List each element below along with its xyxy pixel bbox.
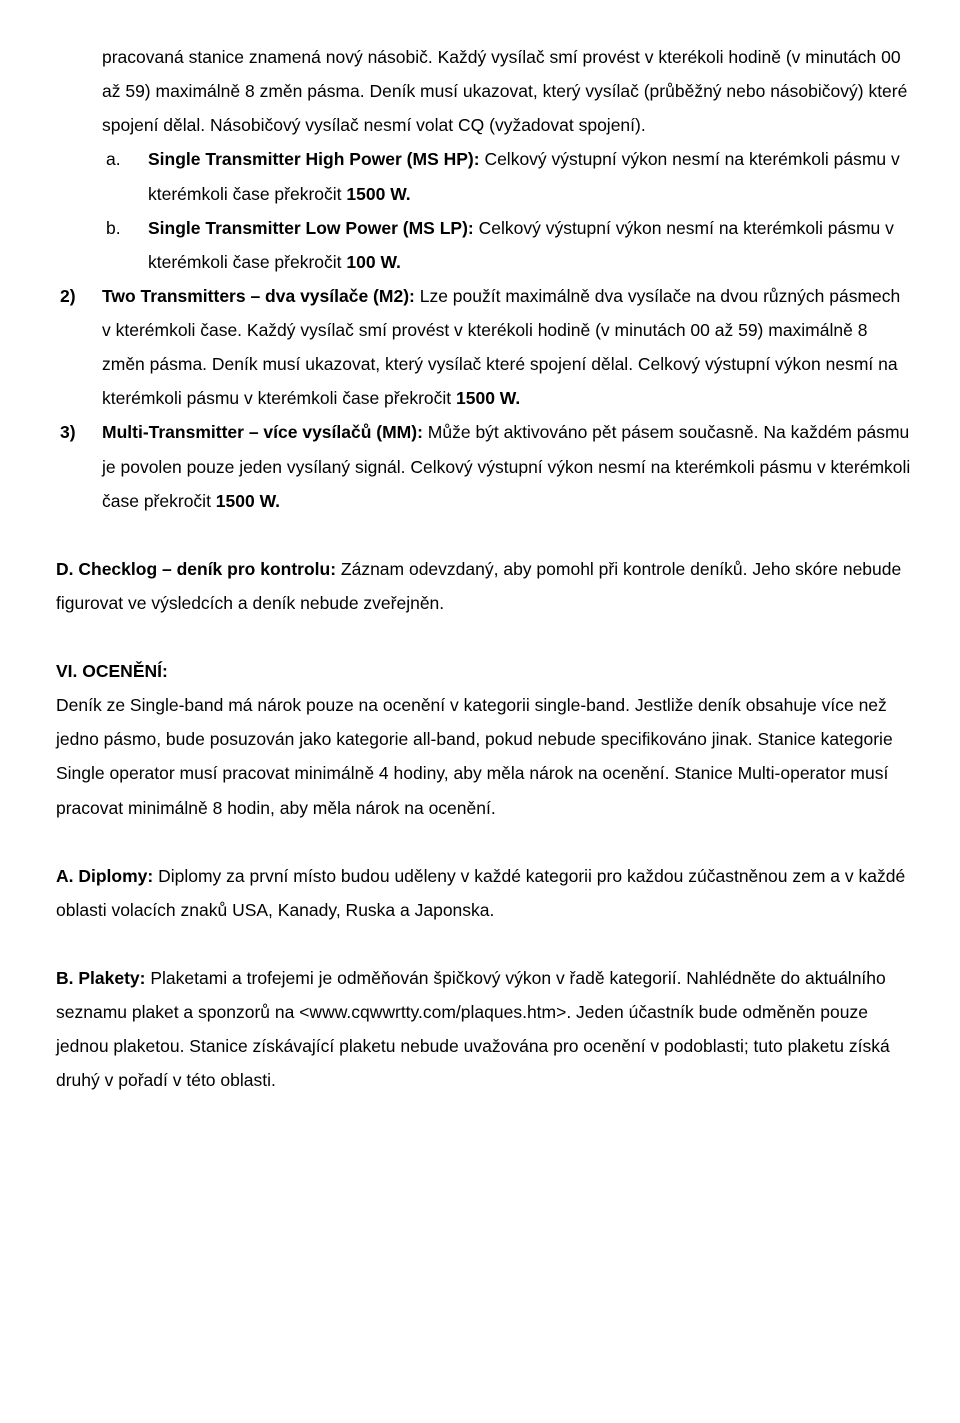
item-2-power: 1500 W. bbox=[456, 388, 520, 408]
section-b: B. Plakety: Plaketami a trofejemi je odm… bbox=[56, 961, 912, 1098]
item-2-bold: Two Transmitters – dva vysílače (M2): bbox=[102, 286, 415, 306]
item-a: a.Single Transmitter High Power (MS HP):… bbox=[56, 142, 912, 210]
section-vi-body: Deník ze Single-band má nárok pouze na o… bbox=[56, 688, 912, 825]
item-a-power: 1500 W. bbox=[346, 184, 410, 204]
section-b-text: Plaketami a trofejemi je odměňován špičk… bbox=[56, 968, 890, 1090]
section-vi-text: Deník ze Single-band má nárok pouze na o… bbox=[56, 695, 893, 817]
intro-para: pracovaná stanice znamená nový násobič. … bbox=[56, 40, 912, 142]
letter-a: a. bbox=[106, 142, 148, 176]
section-vi-bold: VI. OCENĚNÍ: bbox=[56, 661, 168, 681]
item-3-power: 1500 W. bbox=[216, 491, 280, 511]
section-a-bold: A. Diplomy: bbox=[56, 866, 153, 886]
item-b-power: 100 W. bbox=[346, 252, 400, 272]
section-a-text: Diplomy za první místo budou uděleny v k… bbox=[56, 866, 905, 920]
section-d-bold: D. Checklog – deník pro kontrolu: bbox=[56, 559, 336, 579]
letter-b: b. bbox=[106, 211, 148, 245]
item-b: b.Single Transmitter Low Power (MS LP): … bbox=[56, 211, 912, 279]
number-2: 2) bbox=[60, 279, 102, 313]
section-a: A. Diplomy: Diplomy za první místo budou… bbox=[56, 859, 912, 927]
section-d: D. Checklog – deník pro kontrolu: Záznam… bbox=[56, 552, 912, 620]
item-2: 2)Two Transmitters – dva vysílače (M2): … bbox=[56, 279, 912, 416]
section-b-bold: B. Plakety: bbox=[56, 968, 145, 988]
intro-text: pracovaná stanice znamená nový násobič. … bbox=[102, 47, 907, 135]
section-vi-heading: VI. OCENĚNÍ: bbox=[56, 654, 912, 688]
item-b-bold: Single Transmitter Low Power (MS LP): bbox=[148, 218, 474, 238]
item-3-bold: Multi-Transmitter – více vysílačů (MM): bbox=[102, 422, 423, 442]
number-3: 3) bbox=[60, 415, 102, 449]
item-a-bold: Single Transmitter High Power (MS HP): bbox=[148, 149, 480, 169]
item-3: 3)Multi-Transmitter – více vysílačů (MM)… bbox=[56, 415, 912, 517]
